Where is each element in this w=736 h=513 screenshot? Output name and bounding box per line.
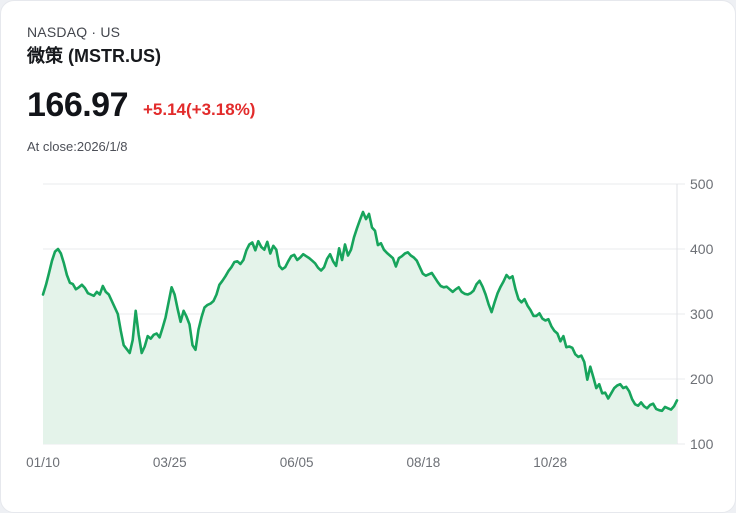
as-of-timestamp: At close:2026/1/8 xyxy=(27,139,128,154)
price-chart[interactable]: 500 400 300 200 100 01/10 03/25 06/05 08/18 10/2… xyxy=(1,161,736,491)
y-tick-label: 200 xyxy=(690,371,714,387)
exchange-label: NASDAQ · US xyxy=(27,24,121,40)
x-axis-labels: 01/10 03/25 06/05 08/18 10/28 xyxy=(26,455,567,470)
y-tick-label: 500 xyxy=(690,176,714,192)
y-axis-labels: 500 400 300 200 100 xyxy=(690,176,714,452)
area-fill xyxy=(43,212,677,444)
x-tick-label: 03/25 xyxy=(153,455,187,470)
x-tick-label: 10/28 xyxy=(533,455,567,470)
x-tick-label: 08/18 xyxy=(407,455,441,470)
price-line xyxy=(41,210,679,413)
symbol-name: 微策 (MSTR.US) xyxy=(27,46,161,66)
last-price: 166.97 xyxy=(27,86,129,124)
price-row: 166.97 +5.14(+3.18%) xyxy=(27,88,709,122)
x-tick-label: 01/10 xyxy=(26,455,60,470)
price-change: +5.14(+3.18%) xyxy=(143,100,256,119)
y-tick-label: 100 xyxy=(690,436,714,452)
price-chart-area: 500 400 300 200 100 01/10 03/25 06/05 08/18 10/2… xyxy=(1,161,736,491)
quote-header: NASDAQ · US 微策 (MSTR.US) 166.97 +5.14(+3… xyxy=(1,1,735,154)
x-tick-label: 06/05 xyxy=(280,455,314,470)
y-tick-label: 400 xyxy=(690,241,714,257)
y-tick-label: 300 xyxy=(690,306,714,322)
